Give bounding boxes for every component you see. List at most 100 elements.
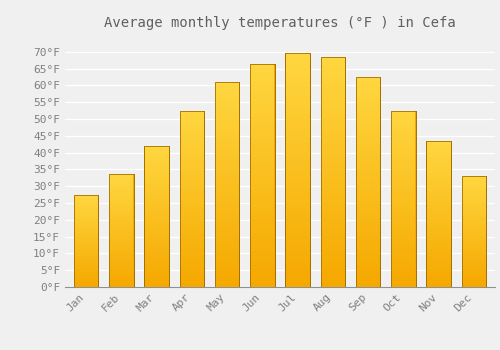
Bar [286,194,310,198]
Bar [250,77,274,82]
Bar [392,192,415,195]
Bar [180,280,204,284]
Bar [180,276,204,280]
Bar [180,213,204,216]
Bar [180,216,204,220]
Bar [356,258,380,262]
Bar [426,264,450,267]
Bar [321,140,345,144]
Bar [286,184,310,189]
Bar [321,195,345,199]
Bar [250,64,274,68]
Bar [321,264,345,268]
Bar [321,236,345,241]
Bar [250,122,274,126]
Bar [462,216,486,218]
Bar [74,195,98,196]
Bar [110,253,134,256]
Bar [144,199,169,202]
Bar [392,139,415,142]
Bar [74,250,98,252]
Bar [321,186,345,190]
Bar [356,169,380,174]
Bar [144,186,169,188]
Bar [462,274,486,276]
Bar [250,113,274,117]
Bar [462,272,486,274]
Bar [392,216,415,220]
Bar [392,195,415,199]
Bar [392,163,415,167]
Bar [74,204,98,206]
Bar [462,269,486,272]
Bar [215,82,239,86]
Bar [286,175,310,180]
Bar [356,220,380,224]
Bar [426,226,450,229]
Bar [286,170,310,175]
Bar [356,106,380,111]
Bar [144,146,169,149]
Bar [321,232,345,236]
Bar [110,181,134,183]
Bar [462,178,486,181]
Bar [180,270,204,273]
Bar [144,233,169,236]
Bar [74,267,98,268]
Bar [462,249,486,252]
Bar [250,95,274,99]
Bar [250,144,274,148]
Bar [144,250,169,253]
Bar [110,174,134,177]
Bar [215,213,239,217]
Bar [392,280,415,284]
Bar [250,158,274,162]
Bar [215,266,239,271]
Bar [426,141,451,287]
Bar [144,247,169,250]
Bar [392,209,415,213]
Bar [74,285,98,287]
Bar [180,114,204,118]
Bar [110,229,134,231]
Bar [286,156,310,161]
Bar [144,174,169,177]
Bar [426,194,450,196]
Bar [180,234,204,238]
Bar [110,195,134,197]
Bar [110,285,134,287]
Bar [392,135,415,139]
Bar [356,136,380,140]
Bar [144,276,169,279]
Bar [356,127,380,132]
Bar [426,155,450,159]
Bar [426,199,450,202]
Bar [109,174,134,287]
Bar [321,154,345,158]
Bar [392,125,415,128]
Bar [392,266,415,270]
Bar [215,246,239,250]
Bar [215,189,239,193]
Bar [250,82,274,86]
Bar [215,172,239,176]
Bar [286,96,310,100]
Bar [426,144,450,147]
Bar [286,68,310,72]
Bar [74,265,98,267]
Bar [144,205,169,208]
Bar [286,208,310,212]
Bar [215,144,239,148]
Bar [180,174,204,178]
Bar [286,198,310,203]
Bar [286,63,310,68]
Bar [215,180,239,184]
Bar [356,195,380,199]
Bar [110,197,134,199]
Bar [74,213,98,215]
Bar [215,205,239,209]
Bar [144,245,169,247]
Bar [74,196,98,198]
Bar [74,217,98,219]
Bar [250,211,274,216]
